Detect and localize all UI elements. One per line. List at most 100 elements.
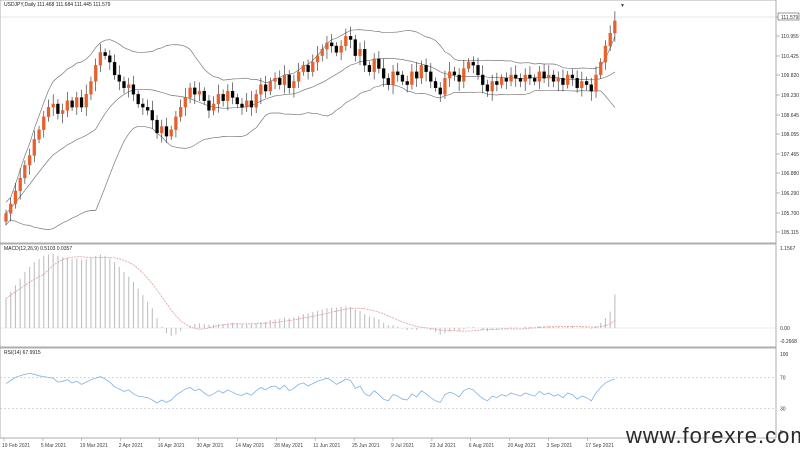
candle-body xyxy=(46,107,51,117)
candle-body xyxy=(476,65,480,76)
candle-body xyxy=(344,36,348,47)
candle-body xyxy=(278,78,282,85)
candle-body xyxy=(79,97,84,108)
candle-body xyxy=(27,155,32,166)
candle-body xyxy=(301,65,306,72)
candle-body xyxy=(193,87,197,95)
watermark: www.forexre.com xyxy=(625,423,800,448)
rsi-axis-label: 30 xyxy=(780,407,786,413)
candle-body xyxy=(613,20,617,34)
candle-body xyxy=(424,65,428,72)
candle-body xyxy=(202,90,206,101)
candle-body xyxy=(197,90,202,95)
time-label: 23 Jul 2021 xyxy=(430,443,456,449)
time-label: 14 May 2021 xyxy=(235,443,264,449)
chart-shift-marker[interactable]: ▼ xyxy=(620,3,625,9)
price-tick-label: 107.465 xyxy=(781,152,799,158)
candle-body xyxy=(75,97,79,108)
candle-body xyxy=(315,55,320,63)
candle-body xyxy=(504,78,508,82)
candle-body xyxy=(509,74,513,82)
candle-body xyxy=(405,81,409,85)
price-tick-label: 110.425 xyxy=(781,54,799,60)
candle-body xyxy=(400,74,405,82)
time-axis: 19 Feb 2021 5 Mar 2021 19 Mar 2021 2 Apr 20… xyxy=(2,438,614,449)
candle-body xyxy=(103,52,107,56)
candle-body xyxy=(131,84,136,95)
candle-body xyxy=(141,103,145,108)
candle-body xyxy=(249,100,254,108)
rsi-axis-label: 70 xyxy=(780,375,786,381)
candle-body xyxy=(60,110,65,114)
candle-body xyxy=(396,71,400,76)
candle-body xyxy=(84,94,88,108)
bollinger-upper xyxy=(5,29,616,203)
candle-body xyxy=(226,90,230,101)
candle-body xyxy=(263,84,268,92)
candle-body xyxy=(575,78,579,89)
candle-body xyxy=(490,81,494,92)
candle-body xyxy=(457,74,461,82)
candle-body xyxy=(367,65,372,72)
candle-body xyxy=(499,78,504,85)
candle-body xyxy=(556,78,560,82)
candle-body xyxy=(495,81,499,85)
candle-body xyxy=(377,58,381,69)
price-tick-label: 106.880 xyxy=(781,171,799,177)
candle-body xyxy=(514,74,518,79)
candle-body xyxy=(51,103,55,108)
candle-body xyxy=(452,71,457,76)
candle-body xyxy=(547,74,551,79)
candle-body xyxy=(108,55,112,63)
candle-body xyxy=(570,74,575,79)
candle-body xyxy=(320,49,324,56)
candle-body xyxy=(523,74,527,82)
candle-body xyxy=(245,100,249,108)
candle-body xyxy=(566,74,570,85)
candle-body xyxy=(188,87,192,98)
time-label: 16 Apr 2021 xyxy=(158,443,185,449)
macd-panel: 1.1567 0.00 -0.2668 xyxy=(0,246,797,345)
candle-body xyxy=(32,139,36,156)
price-tick-label: 108.055 xyxy=(781,132,799,138)
time-label: 3 Sep 2021 xyxy=(547,443,573,449)
price-panel-frame xyxy=(0,0,777,244)
candle-body xyxy=(117,74,121,82)
candle-body xyxy=(292,81,296,89)
price-tick-label: 106.290 xyxy=(781,191,799,197)
candle-body xyxy=(282,74,287,85)
candle-body xyxy=(542,71,546,79)
price-tick-label: 110.955 xyxy=(781,34,799,40)
candle-body xyxy=(518,78,523,82)
candle-body xyxy=(98,52,103,66)
candle-body xyxy=(136,94,140,105)
candle-body xyxy=(89,81,93,95)
candle-body xyxy=(429,71,433,82)
candle-body xyxy=(381,68,386,79)
candle-body xyxy=(584,81,589,85)
rsi-header: RSI(14) 67.9915 xyxy=(4,350,41,356)
price-tick-label: 109.230 xyxy=(781,93,799,99)
rsi-axis-label: 0 xyxy=(780,430,783,436)
price-tick-label: 109.820 xyxy=(781,73,799,79)
candle-body xyxy=(4,213,8,222)
candle-body xyxy=(339,45,343,53)
candle-body xyxy=(254,94,258,108)
time-label: 5 Mar 2021 xyxy=(41,443,67,449)
price-tick-label: 111.579 xyxy=(781,15,799,21)
bollinger-lower xyxy=(5,83,616,230)
time-label: 19 Feb 2021 xyxy=(2,443,30,449)
price-header: USDJPY,Daily 111.468 111.684 111.445 111… xyxy=(4,2,111,8)
candle-body xyxy=(273,78,277,82)
candle-body xyxy=(178,107,183,117)
candle-body xyxy=(311,61,315,72)
time-label: 19 Mar 2021 xyxy=(80,443,108,449)
candle-body xyxy=(391,71,395,85)
time-label: 30 Apr 2021 xyxy=(197,443,224,449)
rsi-panel-frame xyxy=(0,347,777,439)
price-axis: 111.579 110.955 110.425 109.820 109.230 108.6… xyxy=(776,12,799,236)
candle-body xyxy=(599,61,603,76)
time-label: 25 Jun 2021 xyxy=(352,443,380,449)
candle-body xyxy=(433,81,438,89)
